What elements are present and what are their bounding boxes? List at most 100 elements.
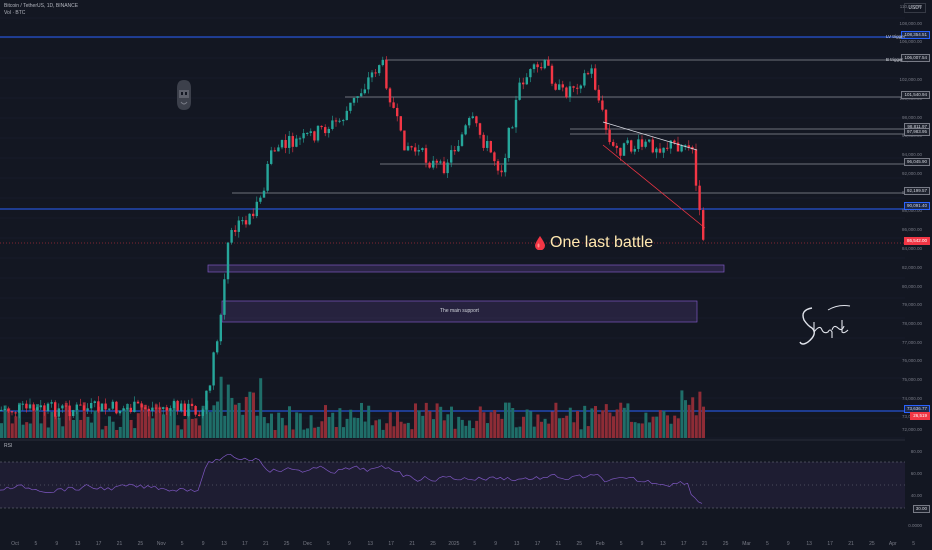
volume-bar xyxy=(673,415,677,438)
time-tick: 17 xyxy=(95,541,102,547)
volume-bar xyxy=(356,417,360,438)
candle-body xyxy=(331,120,334,129)
candle-body xyxy=(25,403,28,409)
volume-bar xyxy=(165,408,169,438)
currency-unit-button[interactable]: USDT xyxy=(904,3,926,13)
volume-bar xyxy=(208,412,212,438)
volume-bar xyxy=(75,409,79,438)
candle-body xyxy=(338,120,341,122)
candle-body xyxy=(57,408,60,417)
volume-bar xyxy=(234,404,237,438)
candle-body xyxy=(273,150,276,152)
candle-body xyxy=(586,73,590,75)
candle-body xyxy=(252,213,255,217)
candle-body xyxy=(417,150,420,152)
volume-bar xyxy=(453,428,457,438)
candle-body xyxy=(86,408,89,411)
time-tick: 25 xyxy=(576,541,583,547)
candle-body xyxy=(288,136,291,148)
candle-body xyxy=(457,145,460,152)
volume-bar xyxy=(489,412,493,438)
candle-body xyxy=(489,141,492,153)
candle-body xyxy=(237,220,240,232)
volume-bar xyxy=(406,422,410,438)
volume-bar xyxy=(655,416,659,438)
volume-bar xyxy=(579,429,583,438)
volume-bar xyxy=(396,411,399,438)
candle-body xyxy=(284,139,287,148)
volume-bar xyxy=(352,417,356,438)
volume-bar xyxy=(522,416,525,438)
volume-bar xyxy=(28,423,32,438)
candle-body xyxy=(507,127,510,158)
candle-body xyxy=(702,210,705,240)
candle-body xyxy=(111,401,114,409)
volume-bar xyxy=(363,421,367,438)
price-tick: 84,000.00 xyxy=(901,246,922,251)
price-tick: 75,000.00 xyxy=(901,377,922,382)
candle-body xyxy=(421,148,424,151)
candle-body xyxy=(637,139,640,149)
candle-body xyxy=(144,407,147,409)
volume-bar xyxy=(212,405,216,438)
volume-bar xyxy=(190,418,194,438)
volume-bar xyxy=(464,425,468,438)
time-tick: 9 xyxy=(494,541,498,547)
volume-bar xyxy=(219,376,223,438)
candle-body xyxy=(356,96,359,98)
rsi-value-tag: 30.00 xyxy=(912,505,930,513)
candle-body xyxy=(558,84,561,90)
volume-bar xyxy=(432,419,435,438)
candle-body xyxy=(190,403,194,407)
volume-bar xyxy=(536,414,540,438)
candle-body xyxy=(651,139,654,153)
candle-body xyxy=(262,190,266,198)
volume-bar xyxy=(622,407,626,438)
candle-body xyxy=(212,352,215,386)
volume-bar xyxy=(90,422,93,438)
candle-body xyxy=(165,407,168,411)
candle-body xyxy=(471,116,474,119)
price-tick: 94,000.00 xyxy=(901,152,922,157)
trend-lines xyxy=(602,121,706,229)
candle-body xyxy=(633,148,636,152)
volume-bar xyxy=(72,419,75,438)
volume-bar xyxy=(568,407,572,438)
candle-body xyxy=(50,402,53,404)
candle-body xyxy=(345,110,348,121)
volume-bar xyxy=(338,408,342,438)
candle-body xyxy=(680,145,683,152)
candle-body xyxy=(504,157,507,173)
candle-body xyxy=(270,150,273,164)
candle-body xyxy=(277,147,280,152)
level-tag: 96,045.90 xyxy=(903,158,930,166)
candle-body xyxy=(424,148,428,163)
main-support-zone xyxy=(221,300,698,323)
volume-bar xyxy=(334,427,338,438)
volume-bar xyxy=(349,409,353,438)
time-tick: 9 xyxy=(786,541,790,547)
time-tick: 9 xyxy=(640,541,644,547)
candle-body xyxy=(266,163,269,191)
candle-body xyxy=(187,403,190,416)
candle-body xyxy=(604,109,608,130)
volume-bar xyxy=(669,423,673,438)
annotation-one-last-battle[interactable]: One last battle xyxy=(535,234,653,252)
candle-body xyxy=(374,72,377,74)
volume-bar xyxy=(378,419,381,438)
candle-body xyxy=(36,407,39,411)
volume-bar xyxy=(608,412,612,438)
volume-bar xyxy=(140,404,144,438)
volume-bar xyxy=(680,390,684,438)
volume-bar xyxy=(414,403,417,438)
volume-bar xyxy=(39,423,43,438)
level-tag: 106,007.54 xyxy=(901,54,930,62)
candle-body xyxy=(223,279,226,315)
time-tick: Feb xyxy=(595,541,605,547)
volume-bar xyxy=(144,404,147,438)
volume-bar xyxy=(554,402,558,438)
volume-bar xyxy=(597,414,601,438)
volume-bar xyxy=(547,423,551,438)
candle-body xyxy=(349,102,352,111)
